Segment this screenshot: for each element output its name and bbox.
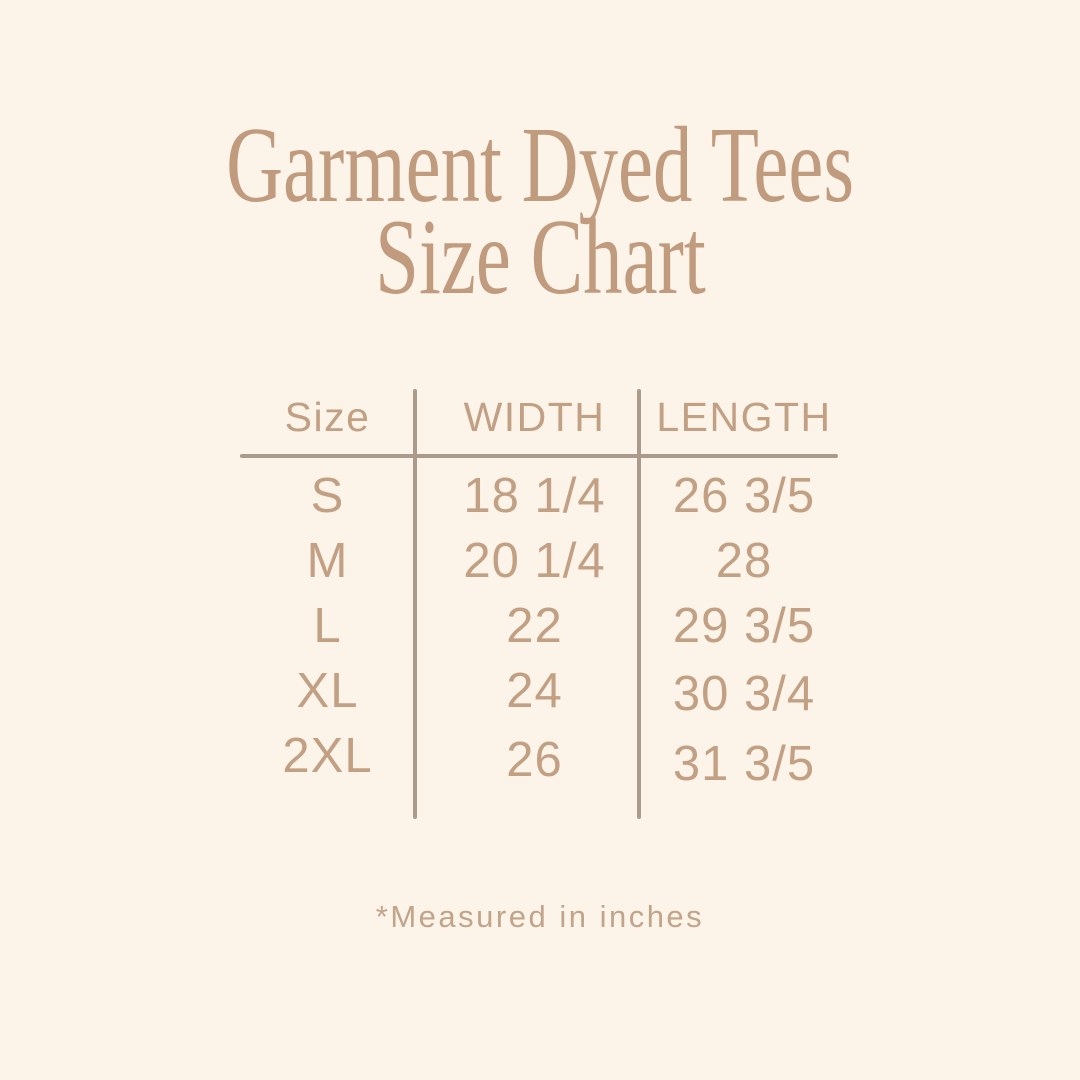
length-value: 26 3/5 (672, 469, 816, 523)
table-row: XL 24 30 3/4 (240, 659, 840, 724)
column-header-size: Size (284, 394, 371, 440)
page-title-line-2-text: Size Chart (374, 198, 706, 317)
width-value: 26 (506, 733, 563, 787)
table-header-row: Size WIDTH LENGTH (240, 393, 840, 441)
measured-in-inches-note: *Measured in inches (375, 899, 705, 934)
width-value: 18 1/4 (463, 469, 606, 523)
table-row: 2XL 26 31 3/5 (240, 724, 840, 791)
column-divider-line-1 (413, 389, 417, 819)
table-body: S 18 1/4 26 3/5 M 20 1/4 28 L 22 29 3/5 … (240, 464, 840, 791)
table-row: M 20 1/4 28 (240, 529, 840, 594)
header-divider-line (240, 454, 838, 458)
length-value: 29 3/5 (672, 599, 816, 653)
size-label: 2XL (282, 729, 373, 783)
length-value: 31 3/5 (672, 737, 816, 791)
size-label: XL (296, 664, 359, 718)
length-value: 28 (715, 534, 773, 588)
column-header-width: WIDTH (463, 394, 606, 440)
size-label: S (310, 469, 345, 523)
width-value: 20 1/4 (463, 534, 606, 588)
column-divider-line-2 (637, 389, 641, 819)
size-label: M (306, 534, 349, 588)
page-title-line-1: Garment Dyed Tees (0, 112, 1080, 220)
width-value: 22 (506, 599, 563, 653)
table-row: S 18 1/4 26 3/5 (240, 464, 840, 529)
size-label: L (313, 599, 342, 653)
length-value: 30 3/4 (672, 667, 816, 721)
table-row: L 22 29 3/5 (240, 594, 840, 659)
column-header-length: LENGTH (656, 394, 832, 440)
page-title-line-2: Size Chart (0, 204, 1080, 312)
width-value: 24 (506, 664, 563, 718)
page-title-line-1-text: Garment Dyed Tees (226, 106, 854, 225)
